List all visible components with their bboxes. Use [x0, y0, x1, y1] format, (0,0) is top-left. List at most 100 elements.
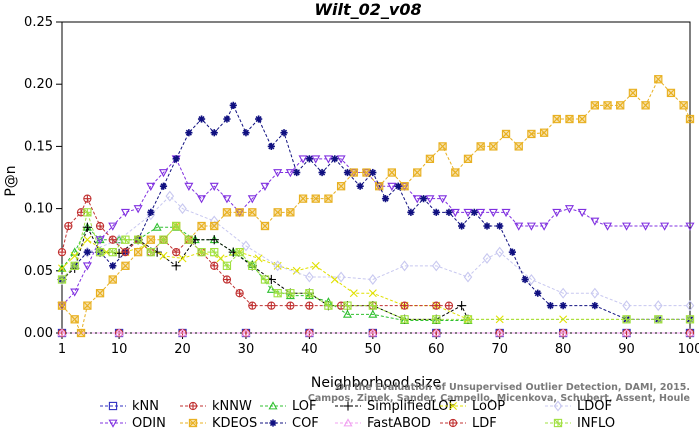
series-point	[260, 275, 270, 284]
series-point	[222, 261, 232, 270]
series-point	[83, 194, 92, 203]
series-point	[305, 271, 314, 283]
series-point	[158, 169, 169, 178]
series-point	[336, 182, 346, 191]
series-point	[343, 301, 352, 310]
y-tick-label: 0.25	[24, 15, 53, 30]
series-lof	[57, 222, 473, 324]
series-point	[197, 115, 206, 123]
series-point	[336, 155, 346, 164]
legend-label: kNN	[132, 399, 159, 414]
series-point	[95, 221, 105, 231]
series-point	[374, 182, 384, 191]
series-point	[210, 129, 218, 137]
series-point	[273, 260, 282, 272]
series-point	[356, 182, 364, 190]
series-point	[343, 418, 353, 427]
series-point	[273, 208, 282, 217]
series-point	[368, 274, 378, 286]
series-point	[558, 287, 568, 299]
plot-area	[57, 75, 695, 338]
series-point	[146, 247, 155, 257]
series-point	[622, 328, 632, 337]
series-point	[394, 182, 402, 190]
series-point	[362, 168, 371, 177]
series-point	[628, 88, 638, 98]
series-point	[114, 328, 124, 337]
series-point	[184, 182, 194, 191]
series-point	[273, 289, 282, 298]
series-point	[121, 235, 130, 244]
series-point	[241, 328, 251, 337]
series-point	[159, 235, 168, 244]
legend: kNN kNNW LOF SimplifiedLOF LoOP LDOF ODIN KDEOS…	[100, 399, 615, 431]
series-point	[432, 301, 441, 310]
plot-frame	[61, 21, 691, 334]
y-axis-label: P@n	[3, 165, 19, 196]
legend-label: LDOF	[577, 399, 612, 414]
series-point	[266, 284, 276, 293]
series-point	[57, 275, 67, 284]
x-tick-label: 1	[58, 342, 66, 357]
series-point	[159, 182, 168, 190]
series-point	[496, 222, 504, 230]
x-tick-label: 50	[365, 342, 382, 357]
x-axis-label: Neighborhood size	[311, 375, 441, 391]
series-point	[286, 301, 295, 310]
legend-item-cof: COF	[260, 416, 319, 431]
series-point	[578, 114, 587, 124]
series-point	[458, 222, 466, 230]
series-point	[666, 88, 676, 98]
series-point	[603, 101, 612, 110]
series-line	[61, 104, 690, 320]
legend-item-lof: LOF	[260, 399, 317, 414]
series-point	[267, 301, 276, 310]
series-point	[539, 222, 549, 231]
series-point	[685, 114, 695, 124]
series-point	[527, 129, 536, 139]
series-point	[449, 402, 457, 410]
watermark-line: Campos, Zimek, Sander, Campello, Micenko…	[308, 393, 690, 404]
series-point	[419, 195, 428, 203]
series-point	[57, 328, 67, 337]
series-point	[210, 261, 219, 270]
series-point	[660, 222, 670, 231]
series-point	[171, 261, 181, 271]
series-point	[172, 155, 180, 163]
series-point	[534, 289, 542, 297]
series-point	[476, 208, 486, 218]
series-line	[61, 78, 691, 335]
legend-item-inflo: INFLO	[545, 416, 615, 431]
series-point	[83, 235, 92, 244]
series-point	[109, 262, 117, 270]
series-point	[57, 263, 67, 272]
series-point	[147, 208, 155, 216]
series-point	[448, 418, 458, 428]
series-point	[431, 328, 441, 337]
series-point	[400, 260, 409, 272]
series-point	[654, 75, 663, 84]
series-line	[61, 157, 690, 306]
series-point	[58, 264, 66, 273]
series-point	[83, 301, 92, 310]
series-point	[483, 222, 491, 230]
series-point	[146, 209, 156, 221]
series-point	[188, 401, 198, 411]
series-point	[451, 168, 460, 177]
series-point	[495, 315, 504, 324]
series-point	[108, 275, 117, 284]
series-point	[432, 208, 440, 216]
series-point	[400, 301, 409, 310]
series-point	[185, 129, 193, 137]
series-point	[260, 182, 270, 191]
series-point	[641, 222, 651, 231]
series-point	[324, 301, 333, 310]
series-point	[546, 302, 555, 310]
series-point	[432, 315, 441, 324]
series-point	[400, 182, 409, 191]
y-tick-label: 0.05	[24, 264, 53, 279]
series-point	[407, 208, 415, 216]
series-point	[267, 142, 275, 150]
series-point	[488, 208, 498, 218]
